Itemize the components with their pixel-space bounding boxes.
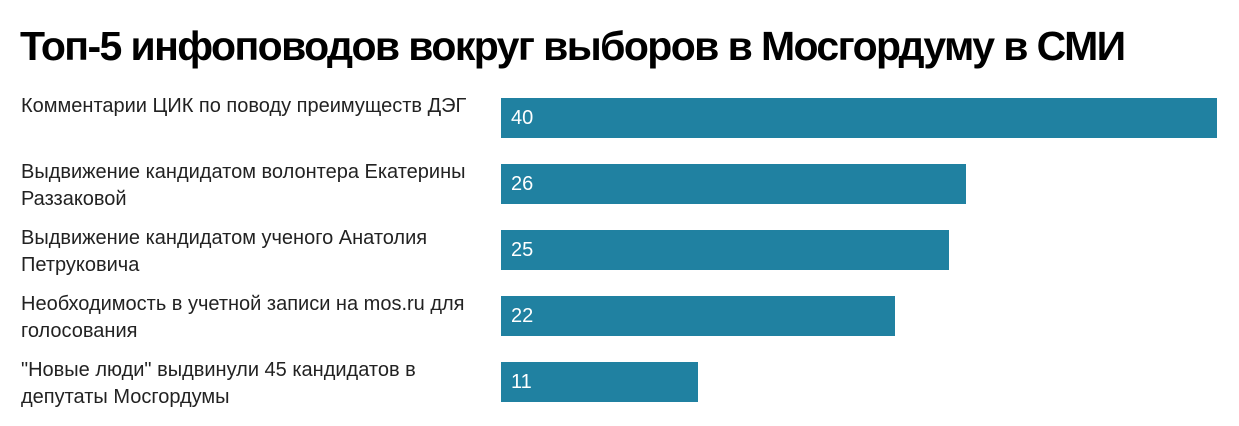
bar-row: Выдвижение кандидатом ученого Анатолия П… — [0, 225, 1239, 291]
bar-value-label: 26 — [511, 173, 534, 195]
bar: 22 — [501, 296, 895, 336]
bar-value-label: 40 — [511, 107, 534, 129]
bar: 11 — [501, 362, 698, 402]
bar: 26 — [501, 164, 966, 204]
bar-track: 26 — [501, 164, 1217, 204]
bar-track: 40 — [501, 98, 1217, 138]
bar-track: 22 — [501, 296, 1217, 336]
bar-row: Комментарии ЦИК по поводу преимуществ ДЭ… — [0, 93, 1239, 159]
bar-track: 11 — [501, 362, 1217, 402]
chart-title: Топ-5 инфоповодов вокруг выборов в Мосго… — [20, 23, 1126, 69]
category-label: Выдвижение кандидатом ученого Анатолия П… — [21, 227, 428, 276]
bar-row: Необходимость в учетной записи на mos.ru… — [0, 291, 1239, 357]
bar: 40 — [501, 98, 1217, 138]
category-label: Выдвижение кандидатом волонтера Екатерин… — [21, 161, 466, 210]
bar-value-label: 22 — [511, 305, 534, 327]
bar-value-label: 25 — [511, 239, 534, 261]
category-label: Необходимость в учетной записи на mos.ru… — [21, 293, 465, 342]
category-label: Комментарии ЦИК по поводу преимуществ ДЭ… — [21, 95, 467, 117]
category-label: "Новые люди" выдвинули 45 кандидатов в д… — [21, 359, 416, 408]
bar-row: Выдвижение кандидатом волонтера Екатерин… — [0, 159, 1239, 225]
bar-row: "Новые люди" выдвинули 45 кандидатов в д… — [0, 357, 1239, 423]
bar-value-label: 11 — [511, 371, 532, 393]
bar: 25 — [501, 230, 949, 270]
bar-track: 25 — [501, 230, 1217, 270]
